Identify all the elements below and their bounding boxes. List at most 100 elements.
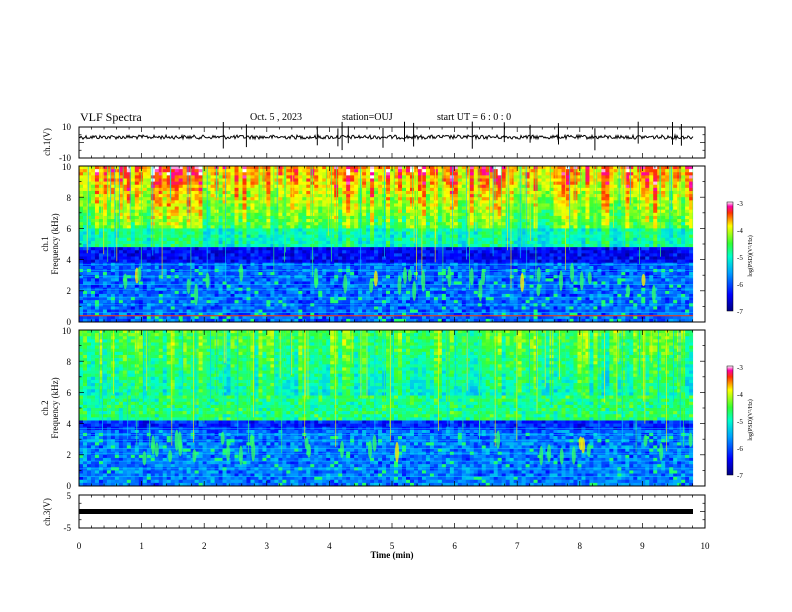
spectrogram-cell xyxy=(166,200,172,204)
spectrogram-cell xyxy=(362,318,367,323)
spectrogram-cell xyxy=(79,234,84,239)
spectrogram-cell xyxy=(166,297,172,301)
spectrogram-cell xyxy=(330,290,335,295)
spectrogram-cell xyxy=(453,259,459,264)
spectrogram-cell xyxy=(258,228,263,232)
spectrogram-cell xyxy=(342,175,347,179)
spectrogram-cell xyxy=(82,194,88,198)
spectrogram-cell xyxy=(278,175,283,179)
spectrogram-cell xyxy=(294,172,299,176)
spectrogram-cell xyxy=(441,234,447,239)
spectrogram-cell xyxy=(402,293,407,298)
spectrogram-cell xyxy=(86,172,92,176)
spectrogram-cell xyxy=(242,194,247,198)
spectrogram-cell xyxy=(350,237,355,242)
spectrogram-cell xyxy=(238,284,243,288)
spectrogram-cell xyxy=(346,203,351,207)
spectrogram-cell xyxy=(142,209,148,214)
spectrogram-cell xyxy=(286,219,291,223)
spectrogram-cell xyxy=(90,169,96,173)
spectrogram-cell xyxy=(138,281,144,285)
spectrogram-cell xyxy=(306,253,311,257)
spectrogram-cell xyxy=(445,178,451,182)
spectrogram-cell xyxy=(286,256,291,260)
spectrogram-cell xyxy=(258,172,263,176)
spectrogram-cell xyxy=(441,175,447,179)
spectrogram-cell xyxy=(154,200,160,204)
spectrogram-cell xyxy=(250,300,255,304)
spectrogram-cell xyxy=(118,259,124,264)
spectrogram-cell xyxy=(461,237,467,242)
spectrogram-cell xyxy=(214,237,219,242)
spectrogram-cell xyxy=(202,318,207,323)
spectrogram-cell xyxy=(433,297,439,301)
spectrogram-cell xyxy=(254,253,259,257)
spectrogram-cell xyxy=(98,187,104,192)
spectrogram-cell xyxy=(302,297,307,301)
spectrogram-cell xyxy=(330,297,335,301)
spectrogram-cell xyxy=(358,212,363,217)
spectrogram-cell xyxy=(246,300,251,304)
spectrogram-cell xyxy=(350,212,355,217)
spectrogram-cell xyxy=(354,315,359,320)
spectrogram-cell xyxy=(118,225,124,229)
spectrogram-cell xyxy=(106,228,112,232)
spectrogram-cell xyxy=(278,222,283,226)
spectrogram-cell xyxy=(366,278,371,282)
spectrogram-cell xyxy=(86,175,92,179)
spectrogram-cell xyxy=(166,240,172,245)
spectrogram-cell xyxy=(386,272,391,276)
spectrogram-cell xyxy=(134,250,140,254)
spectrogram-cell xyxy=(102,225,108,229)
spectrogram-cell xyxy=(445,244,451,248)
spectrogram-cell xyxy=(238,166,243,170)
spectrogram-cell xyxy=(350,178,355,182)
spectrogram-cell xyxy=(178,300,183,304)
spectrogram-cell xyxy=(290,237,295,242)
spectrogram-cell xyxy=(342,256,347,260)
spectrogram-cell xyxy=(409,256,415,260)
spectrogram-cell xyxy=(437,203,443,207)
spectrogram-cell xyxy=(218,284,223,288)
spectrogram-cell xyxy=(166,281,172,285)
spectrogram-cell xyxy=(178,225,183,229)
spectrogram-cell xyxy=(218,297,223,301)
spectrogram-cell xyxy=(142,278,148,282)
spectrogram-cell xyxy=(218,309,223,313)
spectrogram-cell xyxy=(314,265,319,270)
spectrogram-cell xyxy=(250,234,255,239)
spectrogram-cell xyxy=(298,175,303,179)
spectrogram-cell xyxy=(134,175,140,179)
spectrogram-cell xyxy=(162,203,168,207)
spectrogram-cell xyxy=(90,247,96,251)
spectrogram-cell xyxy=(445,306,451,310)
spectrogram-cell xyxy=(318,244,323,248)
spectrogram-cell xyxy=(342,293,347,298)
spectrogram-cell xyxy=(166,194,172,198)
spectrogram-cell xyxy=(230,172,235,176)
spectrogram-cell xyxy=(417,250,423,254)
spectrogram-cell xyxy=(318,172,323,176)
spectrogram-cell xyxy=(425,300,431,304)
spectrogram-cell xyxy=(86,187,92,192)
spectrogram-cell xyxy=(405,247,411,251)
spectrogram-cell xyxy=(110,315,116,320)
spectrogram-cell xyxy=(262,256,267,260)
spectrogram-cell xyxy=(218,278,223,282)
spectrogram-cell xyxy=(382,256,387,260)
spectrogram-cell xyxy=(366,250,371,254)
spectrogram-cell xyxy=(118,178,124,182)
spectrogram-cell xyxy=(222,265,227,270)
spectrogram-cell xyxy=(386,203,391,207)
spectrogram-cell xyxy=(246,315,251,320)
spectrogram-cell xyxy=(370,209,375,214)
spectrogram-cell xyxy=(102,240,108,245)
spectrogram-cell xyxy=(246,166,251,170)
spectrogram-cell xyxy=(86,184,92,189)
spectrogram-cell xyxy=(370,219,375,223)
spectrogram-cell xyxy=(453,272,459,276)
spectrogram-cell xyxy=(258,237,263,242)
spectrogram-cell xyxy=(354,187,359,192)
spectrogram-cell xyxy=(390,234,395,239)
spectrogram-cell xyxy=(453,293,459,298)
